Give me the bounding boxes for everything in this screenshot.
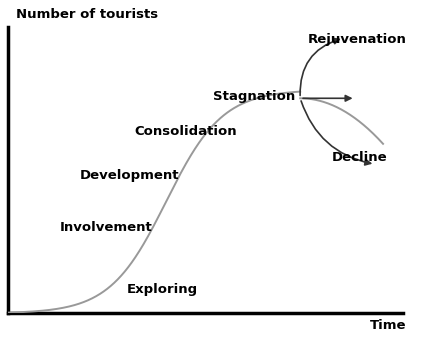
Text: Development: Development — [79, 169, 179, 182]
Text: Exploring: Exploring — [127, 283, 198, 295]
Text: Rejuvenation: Rejuvenation — [308, 33, 407, 46]
Text: Number of tourists: Number of tourists — [16, 8, 158, 21]
Text: Involvement: Involvement — [60, 221, 152, 234]
Text: Consolidation: Consolidation — [135, 125, 237, 138]
Text: Stagnation: Stagnation — [213, 90, 296, 103]
Text: Decline: Decline — [332, 151, 387, 164]
Text: Time: Time — [370, 319, 407, 332]
